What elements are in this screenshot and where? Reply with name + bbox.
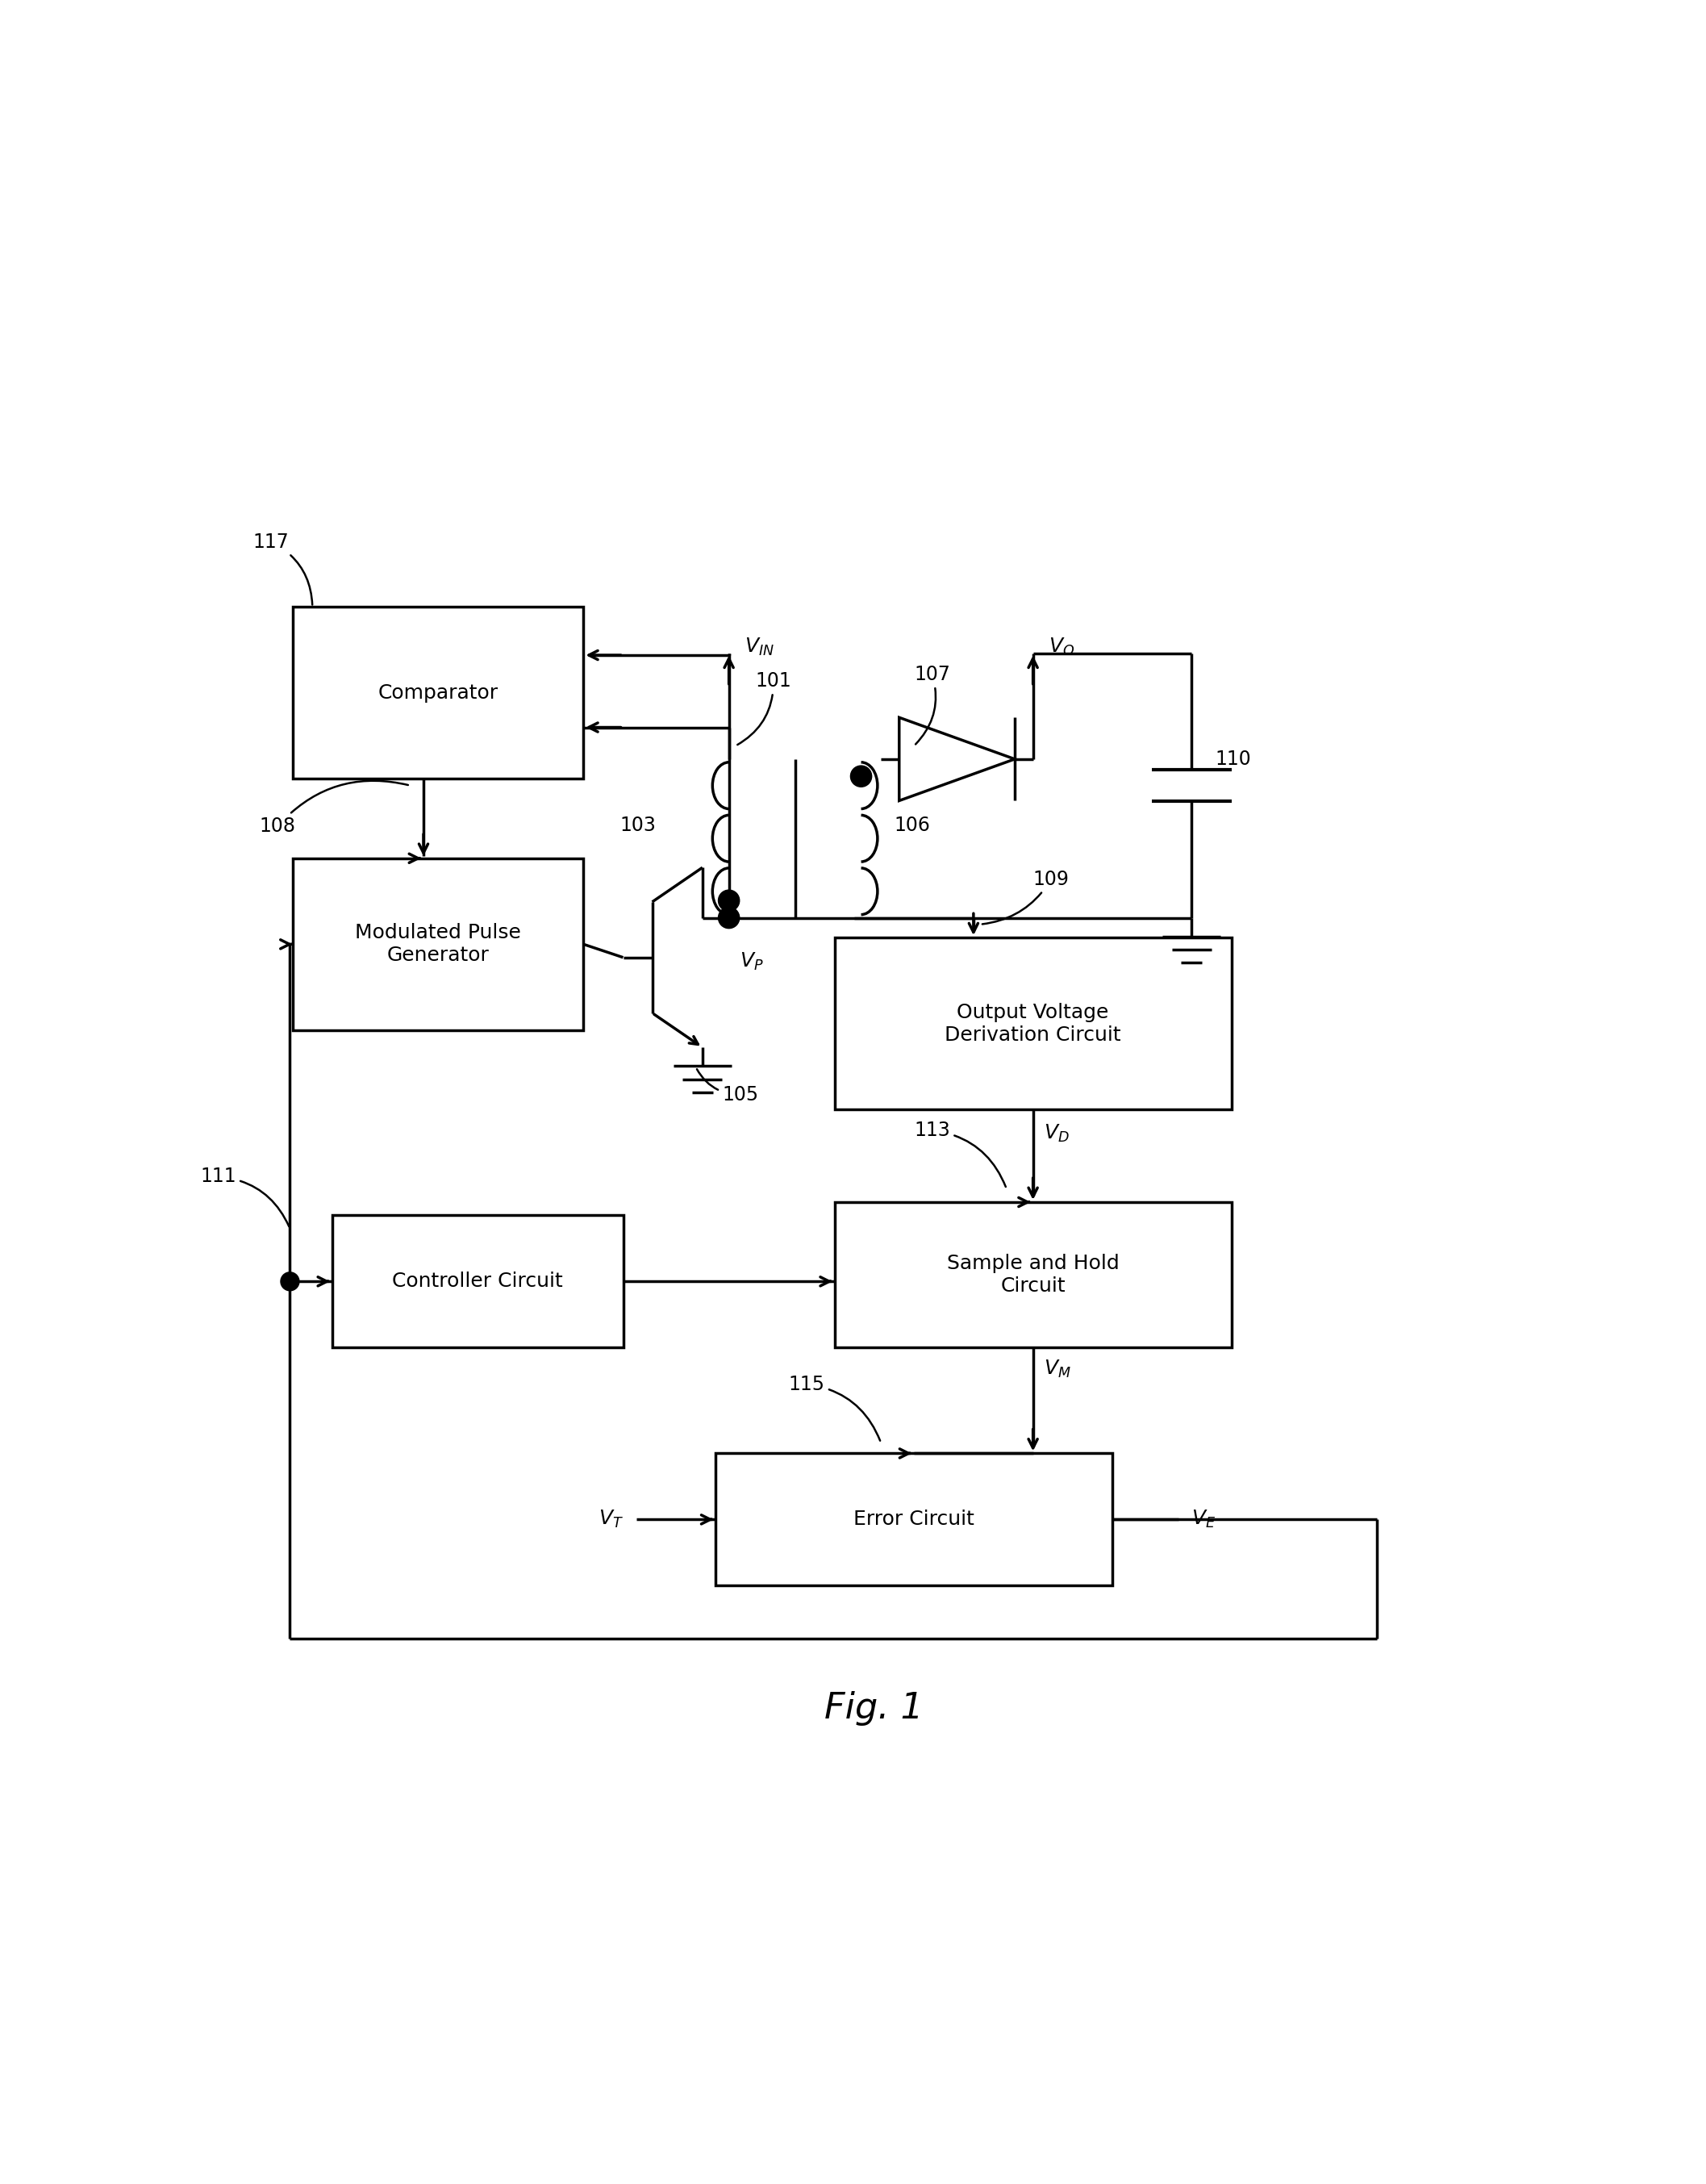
Text: $V_P$: $V_P$ — [739, 950, 763, 972]
Text: 106: 106 — [894, 815, 930, 834]
Text: $V_M$: $V_M$ — [1044, 1358, 1071, 1380]
Polygon shape — [899, 719, 1015, 802]
Text: Controller Circuit: Controller Circuit — [392, 1271, 563, 1291]
Bar — [717, 1452, 1112, 1586]
Text: 105: 105 — [696, 1070, 759, 1105]
Circle shape — [718, 891, 739, 911]
Text: $V_E$: $V_E$ — [1191, 1509, 1216, 1531]
Text: 111: 111 — [200, 1166, 288, 1227]
Circle shape — [851, 767, 872, 786]
Text: 107: 107 — [914, 664, 950, 745]
Text: 115: 115 — [788, 1374, 880, 1441]
Text: Comparator: Comparator — [377, 684, 498, 703]
Text: 113: 113 — [914, 1120, 1007, 1186]
Text: Output Voltage
Derivation Circuit: Output Voltage Derivation Circuit — [945, 1002, 1121, 1044]
Bar — [333, 1214, 623, 1348]
Text: 109: 109 — [983, 869, 1070, 924]
Text: 108: 108 — [259, 780, 408, 836]
Bar — [834, 1201, 1232, 1348]
Text: 117: 117 — [252, 533, 312, 605]
Circle shape — [718, 906, 739, 928]
Text: Fig. 1: Fig. 1 — [824, 1690, 925, 1725]
Bar — [293, 858, 583, 1031]
Text: $V_O$: $V_O$ — [1049, 636, 1075, 657]
Text: $V_T$: $V_T$ — [599, 1509, 623, 1531]
Bar — [834, 937, 1232, 1109]
Text: 110: 110 — [1215, 749, 1252, 769]
Text: $V_D$: $V_D$ — [1044, 1123, 1070, 1144]
Text: 101: 101 — [737, 670, 792, 745]
Text: Error Circuit: Error Circuit — [853, 1509, 974, 1529]
Text: Modulated Pulse
Generator: Modulated Pulse Generator — [355, 924, 520, 965]
Text: $V_{IN}$: $V_{IN}$ — [746, 636, 775, 657]
Text: Sample and Hold
Circuit: Sample and Hold Circuit — [947, 1254, 1119, 1295]
Text: 103: 103 — [619, 815, 657, 834]
Circle shape — [281, 1273, 299, 1291]
Bar — [293, 607, 583, 780]
